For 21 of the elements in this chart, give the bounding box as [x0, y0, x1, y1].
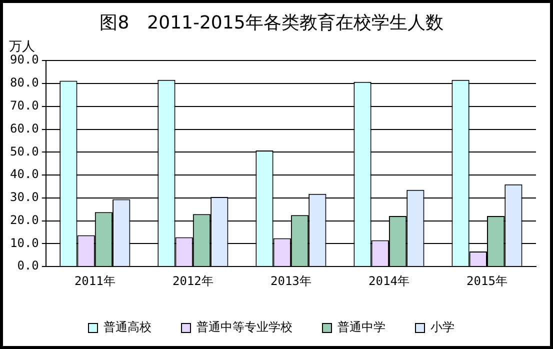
y-tick-label: 80.0	[10, 76, 39, 90]
y-tick-label: 30.0	[10, 190, 39, 204]
y-tick-label: 20.0	[10, 212, 39, 227]
legend-label: 小学	[430, 320, 454, 334]
y-tick-label: 50.0	[10, 144, 39, 158]
x-tick-label: 2011年	[74, 274, 116, 288]
y-tick-label: 90.0	[10, 52, 39, 67]
y-tick-label: 0.0	[17, 258, 39, 273]
legend-label: 普通中学	[338, 320, 386, 334]
chart-title: 图8 2011-2015年各类教育在校学生人数	[100, 12, 444, 34]
x-tick-label: 2012年	[172, 274, 214, 288]
legend-label: 普通中等专业学校	[196, 320, 292, 334]
y-tick-label: 10.0	[10, 236, 39, 250]
x-tick-label: 2014年	[368, 274, 410, 288]
y-tick-label: 60.0	[10, 121, 39, 136]
y-axis-title: 万人	[9, 39, 35, 54]
y-tick-label: 70.0	[10, 98, 39, 113]
legend-label: 普通高校	[104, 320, 152, 334]
y-tick-label: 40.0	[10, 167, 39, 182]
x-tick-label: 2013年	[270, 274, 312, 288]
x-tick-label: 2015年	[466, 274, 508, 288]
